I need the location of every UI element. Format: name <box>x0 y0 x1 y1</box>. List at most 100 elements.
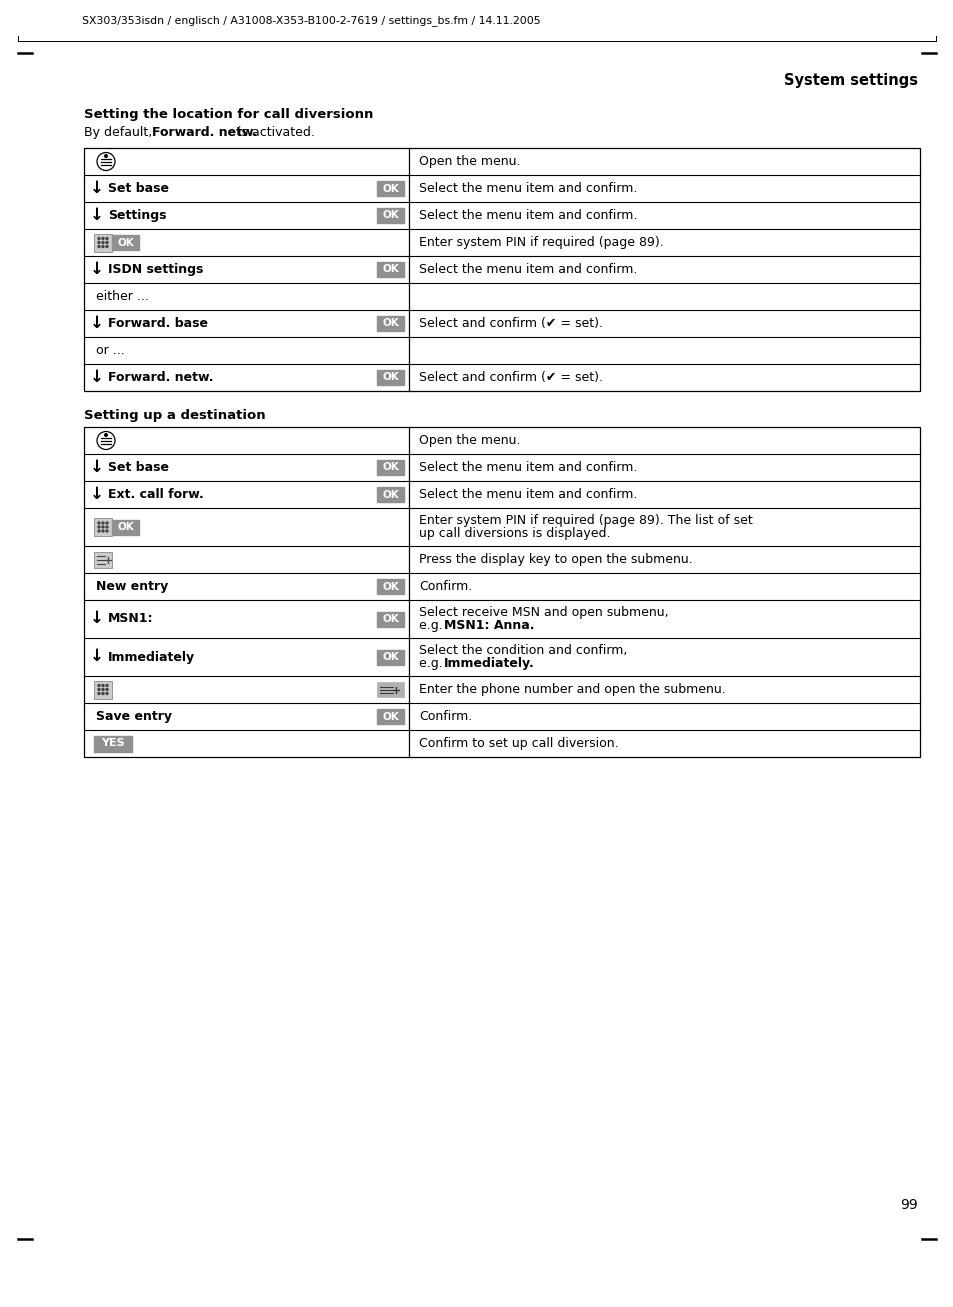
Text: MSN1: Anna.: MSN1: Anna. <box>443 620 534 633</box>
Text: OK: OK <box>117 238 133 247</box>
Circle shape <box>98 246 100 247</box>
Text: Select the menu item and confirm.: Select the menu item and confirm. <box>418 488 637 501</box>
Text: New entry: New entry <box>96 580 168 593</box>
Text: Enter system PIN if required (page 89). The list of set: Enter system PIN if required (page 89). … <box>418 514 752 527</box>
Bar <box>94 736 132 752</box>
Text: ↓: ↓ <box>90 367 104 386</box>
Text: Ext. call forw.: Ext. call forw. <box>108 488 204 501</box>
Text: OK: OK <box>117 521 133 532</box>
Bar <box>376 650 403 664</box>
Text: Set base: Set base <box>108 461 169 474</box>
Text: OK: OK <box>382 463 398 473</box>
Text: Select the menu item and confirm.: Select the menu item and confirm. <box>418 461 637 474</box>
Circle shape <box>105 154 107 157</box>
Text: is activated.: is activated. <box>233 125 314 139</box>
Circle shape <box>106 238 108 239</box>
Bar <box>94 681 112 698</box>
Circle shape <box>98 242 100 243</box>
Bar <box>84 427 919 757</box>
Text: ↓: ↓ <box>90 179 104 196</box>
Circle shape <box>98 689 100 690</box>
Circle shape <box>102 242 104 243</box>
Text: ↓: ↓ <box>90 485 104 502</box>
Circle shape <box>98 525 100 528</box>
Text: ↓: ↓ <box>90 260 104 277</box>
Circle shape <box>98 693 100 694</box>
Bar <box>376 682 403 697</box>
Bar <box>376 708 403 724</box>
Circle shape <box>98 531 100 532</box>
Text: ↓: ↓ <box>90 457 104 476</box>
Bar <box>376 316 403 331</box>
Bar <box>376 579 403 593</box>
Bar <box>84 148 919 391</box>
Text: Select the menu item and confirm.: Select the menu item and confirm. <box>418 209 637 222</box>
Text: OK: OK <box>382 264 398 274</box>
Circle shape <box>106 525 108 528</box>
Bar <box>376 370 403 386</box>
Bar <box>376 208 403 223</box>
Circle shape <box>102 531 104 532</box>
Circle shape <box>106 689 108 690</box>
Text: System settings: System settings <box>783 73 917 88</box>
Circle shape <box>102 685 104 686</box>
Circle shape <box>106 685 108 686</box>
Text: Forward. netw.: Forward. netw. <box>108 371 213 384</box>
Circle shape <box>106 693 108 694</box>
Circle shape <box>98 685 100 686</box>
Text: Enter system PIN if required (page 89).: Enter system PIN if required (page 89). <box>418 237 663 250</box>
Text: OK: OK <box>382 372 398 383</box>
Text: e.g.: e.g. <box>418 657 446 670</box>
Text: YES: YES <box>101 738 125 749</box>
Text: By default,: By default, <box>84 125 156 139</box>
Text: Settings: Settings <box>108 209 167 222</box>
Circle shape <box>98 521 100 524</box>
Text: SX303/353isdn / englisch / A31008-X353-B100-2-7619 / settings_bs.fm / 14.11.2005: SX303/353isdn / englisch / A31008-X353-B… <box>82 16 540 26</box>
Text: OK: OK <box>382 614 398 623</box>
Text: Immediately.: Immediately. <box>443 657 534 670</box>
Circle shape <box>97 431 115 450</box>
Text: Setting the location for call diversionn: Setting the location for call diversionn <box>84 108 373 122</box>
Text: Press the display key to open the submenu.: Press the display key to open the submen… <box>418 553 692 566</box>
Text: Open the menu.: Open the menu. <box>418 156 520 169</box>
Circle shape <box>97 153 115 170</box>
Text: ↓: ↓ <box>90 205 104 223</box>
Bar <box>112 519 139 535</box>
Text: e.g.: e.g. <box>418 620 446 633</box>
Circle shape <box>106 242 108 243</box>
Text: either ...: either ... <box>96 290 149 303</box>
Bar <box>94 552 112 567</box>
Text: Immediately: Immediately <box>108 651 195 664</box>
Text: Select the condition and confirm,: Select the condition and confirm, <box>418 644 627 657</box>
Text: up call diversions is displayed.: up call diversions is displayed. <box>418 527 610 540</box>
Text: ↓: ↓ <box>90 647 104 665</box>
Circle shape <box>102 525 104 528</box>
Text: Confirm to set up call diversion.: Confirm to set up call diversion. <box>418 737 618 750</box>
Bar <box>112 235 139 250</box>
Text: OK: OK <box>382 183 398 193</box>
Text: Confirm.: Confirm. <box>418 580 472 593</box>
Text: Save entry: Save entry <box>96 710 172 723</box>
Circle shape <box>102 693 104 694</box>
Text: 99: 99 <box>900 1199 917 1212</box>
Bar <box>94 234 112 251</box>
Circle shape <box>102 521 104 524</box>
Text: Select and confirm (✔ = set).: Select and confirm (✔ = set). <box>418 318 602 329</box>
Circle shape <box>98 238 100 239</box>
Text: OK: OK <box>382 711 398 721</box>
Text: ↓: ↓ <box>90 314 104 332</box>
Circle shape <box>102 238 104 239</box>
Text: OK: OK <box>382 652 398 663</box>
Text: Select and confirm (✔ = set).: Select and confirm (✔ = set). <box>418 371 602 384</box>
Text: Set base: Set base <box>108 182 169 195</box>
Text: Select the menu item and confirm.: Select the menu item and confirm. <box>418 263 637 276</box>
Text: Confirm.: Confirm. <box>418 710 472 723</box>
Text: Forward. base: Forward. base <box>108 318 208 329</box>
Text: OK: OK <box>382 582 398 592</box>
Circle shape <box>102 689 104 690</box>
Text: Setting up a destination: Setting up a destination <box>84 409 265 422</box>
Circle shape <box>102 246 104 247</box>
Bar <box>376 261 403 277</box>
Bar <box>94 518 112 536</box>
Text: OK: OK <box>382 490 398 499</box>
